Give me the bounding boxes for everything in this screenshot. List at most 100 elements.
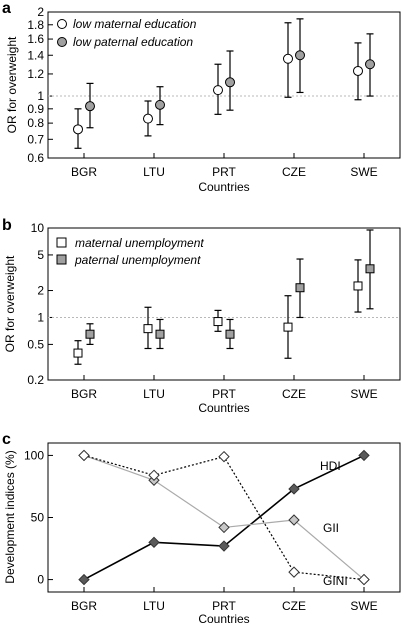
panel-b-maternal-unemployment-swe-point	[353, 281, 363, 291]
panel-c-line-hdi	[83, 454, 365, 581]
panel-b: b OR for overweight Countries 0.2 0.5 1 2 5 1…	[2, 217, 401, 415]
panel-b-ytick-label-1: 0.5	[27, 337, 44, 351]
panel-a-low-maternal-education-swe-point	[353, 65, 363, 76]
panel-a-ylabel: OR for overweight	[5, 36, 19, 133]
panel-a-low-paternal-education-prt-point	[225, 77, 235, 88]
legend-label-low-paternal-education: low paternal education	[73, 35, 193, 49]
panel-b-maternal-unemployment-prt-point	[213, 317, 223, 327]
panel-c: c Development indices (%) Countries 0 50 1…	[2, 431, 401, 626]
panel-c-markers	[78, 449, 370, 586]
panel-b-ytick-label-5: 10	[31, 221, 45, 235]
panel-a-low-paternal-education-cze-point	[295, 50, 305, 61]
legend-marker-maternal-unemployment	[56, 237, 67, 248]
panel-c-xlabel: Countries	[198, 612, 249, 626]
legend-marker-low-paternal-education	[57, 37, 67, 47]
series-label-gini: GINI	[323, 574, 348, 588]
panel-c-marker-gini-prt	[218, 450, 230, 463]
panel-a-ytick-label-8: 1.8	[27, 18, 44, 32]
panel-c-marker-gini-swe	[358, 573, 370, 586]
panel-a-low-paternal-education-bgr-point	[85, 101, 95, 112]
panel-b-ytick-label-0: 0.2	[27, 373, 44, 387]
panel-b-ytick-label-4: 5	[37, 248, 44, 262]
panel-c-line-gini	[83, 454, 365, 581]
panel-b-xtick-label-prt: PRT	[212, 387, 236, 401]
panel-c-series-labels: HDI GII GINI	[320, 459, 348, 588]
panel-a-x-ticks: BGR LTU PRT CZE SWE	[71, 153, 378, 179]
panel-b-maternal-unemployment-cze-point	[283, 322, 293, 332]
panel-c-xtick-label-prt: PRT	[212, 599, 236, 613]
panel-b-y-ticks: 0.2 0.5 1 2 5 10	[27, 221, 53, 387]
panel-a-ytick-label-7: 1.6	[27, 32, 44, 46]
panel-c-y-ticks: 0 50 100	[24, 448, 53, 587]
panel-a-xtick-label-bgr: BGR	[71, 165, 97, 179]
panel-a-marks	[73, 18, 375, 149]
panel-a-ytick-label-4: 1	[37, 89, 44, 103]
panel-a-low-maternal-education-cze-point	[283, 53, 293, 64]
panel-b-paternal-unemployment-swe-point	[365, 264, 375, 274]
panel-b-ytick-label-3: 2	[37, 284, 44, 298]
panel-b-frame	[47, 227, 401, 381]
panel-c-marker-gini-cze	[288, 566, 300, 578]
panel-b-ytick-label-2: 1	[37, 310, 44, 324]
panel-c-marker-hdi-bgr	[78, 573, 90, 586]
panel-b-paternal-unemployment-bgr-point	[85, 329, 95, 339]
panel-c-x-ticks: BGR LTU PRT CZE SWE	[71, 587, 378, 613]
panel-a-ytick-label-3: 0.9	[27, 102, 44, 116]
panel-c-ytick-label-1: 50	[31, 511, 45, 525]
panel-b-letter: b	[2, 217, 12, 234]
panel-c-line-gii	[83, 454, 365, 581]
legend-marker-low-maternal-education	[57, 19, 67, 29]
panel-c-marker-gii-prt	[218, 521, 230, 534]
series-label-gii: GII	[323, 521, 339, 535]
panel-a-low-paternal-education-swe-point	[365, 59, 375, 70]
panel-b-xlabel: Countries	[198, 401, 249, 415]
panel-c-xtick-label-ltu: LTU	[143, 599, 165, 613]
panel-b-paternal-unemployment-cze-point	[295, 283, 305, 293]
panel-a-xlabel: Countries	[198, 180, 249, 194]
panel-c-marker-hdi-swe	[358, 449, 370, 462]
legend-label-low-maternal-education: low maternal education	[73, 17, 197, 31]
panel-c-ytick-label-2: 100	[24, 448, 44, 462]
panel-b-maternal-unemployment-bgr-point	[73, 348, 83, 358]
panel-a-frame	[47, 11, 401, 159]
legend-label-maternal-unemployment: maternal unemployment	[75, 236, 204, 250]
panel-b-x-ticks: BGR LTU PRT CZE SWE	[71, 375, 378, 401]
panel-c-marker-hdi-cze	[288, 483, 300, 495]
panel-c-marker-gini-ltu	[148, 469, 160, 481]
panel-b-maternal-unemployment-ltu-point	[143, 324, 153, 334]
panel-a-xtick-label-ltu: LTU	[143, 165, 165, 179]
panel-b-legend: maternal unemployment paternal unemploym…	[56, 236, 204, 267]
panel-b-paternal-unemployment-ltu-point	[155, 329, 165, 339]
panel-b-marks	[73, 229, 375, 365]
legend-label-paternal-unemployment: paternal unemployment	[74, 253, 201, 267]
panel-b-paternal-unemployment-prt-point	[225, 329, 235, 339]
legend-marker-paternal-unemployment	[56, 254, 67, 265]
panel-c-marker-hdi-ltu	[148, 536, 160, 549]
panel-c-marker-hdi-prt	[218, 540, 230, 552]
panel-b-xtick-label-swe: SWE	[350, 387, 377, 401]
panel-c-marker-gini-bgr	[78, 449, 90, 462]
panel-a-letter: a	[2, 0, 11, 17]
panel-c-ylabel: Development indices (%)	[3, 450, 17, 583]
panel-c-xtick-label-bgr: BGR	[71, 599, 97, 613]
panel-a-ytick-label-5: 1.2	[27, 67, 44, 81]
panel-c-ytick-label-0: 0	[37, 573, 44, 587]
panel-a-xtick-label-prt: PRT	[212, 165, 236, 179]
panel-a-ytick-label-6: 1.4	[27, 48, 44, 62]
panel-c-lines	[83, 454, 365, 581]
panel-b-xtick-label-cze: CZE	[282, 387, 306, 401]
panel-a-y-ticks: 0.6 0.7 0.80.91 1.2 1.4 1.61.82	[27, 5, 53, 165]
panel-b-xtick-label-bgr: BGR	[71, 387, 97, 401]
panel-a-ytick-label-2: 0.8	[27, 116, 44, 130]
panel-a-ytick-label-0: 0.6	[27, 151, 44, 165]
panel-a: a OR for overweight Countries 0.6 0.7 0.80…	[2, 0, 401, 194]
panel-a-low-maternal-education-bgr-point	[73, 124, 83, 135]
panel-c-xtick-label-swe: SWE	[350, 599, 377, 613]
series-label-hdi: HDI	[320, 459, 341, 473]
panel-a-low-paternal-education-ltu-point	[155, 99, 165, 110]
panel-c-letter: c	[2, 431, 11, 448]
panel-a-xtick-label-swe: SWE	[350, 165, 377, 179]
panel-c-xtick-label-cze: CZE	[282, 599, 306, 613]
panel-a-ytick-label-9: 2	[37, 5, 44, 19]
